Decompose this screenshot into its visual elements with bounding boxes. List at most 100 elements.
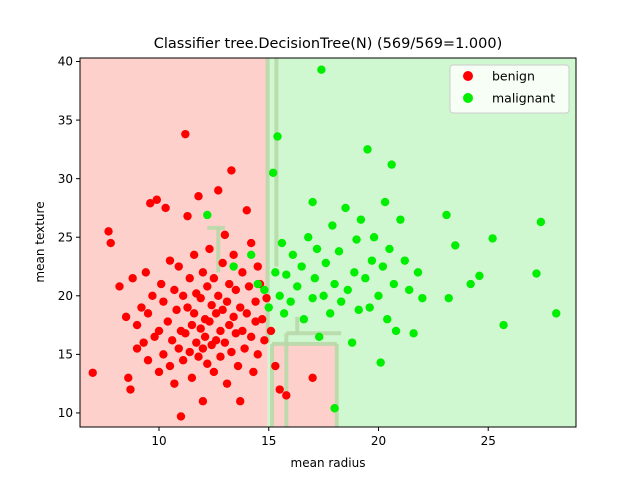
- malignant-point: [383, 315, 392, 324]
- benign-point: [189, 309, 199, 318]
- benign-point: [251, 317, 260, 326]
- benign-point: [233, 361, 243, 371]
- benign-point: [205, 317, 214, 326]
- benign-point: [172, 305, 181, 315]
- benign-point: [203, 282, 212, 291]
- malignant-point: [400, 256, 410, 265]
- x-tick-label: 20: [371, 434, 386, 448]
- legend-marker-malignant: [463, 93, 473, 103]
- benign-point: [253, 262, 262, 271]
- malignant-point: [442, 210, 451, 220]
- malignant-point: [352, 235, 361, 244]
- benign-point: [209, 367, 219, 377]
- benign-point: [128, 274, 137, 283]
- y-tick-label: 10: [58, 406, 73, 420]
- legend-label-benign: benign: [492, 69, 535, 84]
- malignant-point: [391, 326, 401, 336]
- x-axis-ticks: 10 15 20 25: [151, 427, 496, 448]
- benign-point: [170, 285, 179, 295]
- benign-point: [141, 268, 151, 277]
- malignant-point: [277, 238, 287, 248]
- benign-point: [150, 332, 159, 341]
- chart-title: Classifier tree.DecisionTree(N) (569/569…: [154, 36, 503, 52]
- malignant-point: [308, 293, 317, 303]
- benign-point: [249, 367, 258, 377]
- benign-point: [214, 186, 223, 195]
- malignant-point: [356, 215, 366, 224]
- malignant-point: [409, 329, 418, 338]
- benign-point: [198, 344, 208, 353]
- benign-point: [185, 274, 194, 283]
- malignant-point: [367, 256, 377, 265]
- benign-point: [159, 350, 168, 359]
- benign-point: [194, 192, 203, 201]
- benign-point: [154, 326, 164, 336]
- malignant-point: [389, 279, 399, 289]
- benign-point: [253, 350, 262, 359]
- malignant-point: [499, 320, 508, 330]
- legend-box: [449, 64, 570, 114]
- y-axis-ticks: 10 15 20 25 30 35 40: [58, 55, 80, 420]
- malignant-point: [264, 303, 273, 312]
- benign-point: [185, 347, 194, 357]
- benign-point: [165, 256, 175, 265]
- malignant-point: [328, 221, 337, 230]
- benign-point: [157, 279, 166, 289]
- benign-point: [240, 344, 249, 353]
- malignant-point: [374, 291, 383, 300]
- malignant-point: [363, 145, 372, 154]
- x-tick-label: 15: [261, 434, 276, 448]
- benign-pocket-region: [272, 343, 337, 427]
- malignant-point: [336, 297, 346, 306]
- benign-point: [214, 291, 223, 300]
- y-tick-label: 35: [58, 113, 73, 127]
- benign-point: [271, 361, 280, 371]
- legend: benign malignant: [449, 64, 570, 114]
- malignant-point: [334, 247, 344, 256]
- benign-point: [148, 291, 157, 300]
- benign-point: [251, 297, 260, 306]
- benign-point: [174, 344, 183, 353]
- malignant-point: [330, 404, 339, 413]
- malignant-point: [444, 293, 453, 303]
- malignant-point: [293, 282, 302, 291]
- benign-point: [282, 391, 291, 400]
- benign-point: [262, 293, 271, 303]
- y-tick-label: 30: [58, 172, 73, 186]
- malignant-point: [376, 358, 385, 367]
- benign-point: [178, 291, 188, 300]
- malignant-point: [350, 268, 359, 277]
- x-tick-label: 25: [481, 434, 496, 448]
- malignant-point: [319, 291, 328, 300]
- benign-point: [216, 326, 225, 336]
- benign-points: [88, 129, 317, 421]
- malignant-point: [260, 285, 269, 295]
- benign-point: [242, 206, 251, 215]
- malignant-point: [229, 262, 238, 271]
- benign-point: [275, 385, 284, 394]
- malignant-point: [203, 210, 212, 220]
- benign-point: [200, 332, 210, 341]
- benign-point: [132, 344, 142, 353]
- benign-point: [181, 129, 190, 139]
- benign-point: [257, 315, 267, 324]
- malignant-point: [387, 160, 396, 169]
- malignant-point: [288, 250, 298, 259]
- y-tick-label: 25: [58, 230, 73, 244]
- benign-point: [227, 166, 236, 175]
- malignant-point: [451, 241, 460, 250]
- benign-point: [143, 356, 153, 365]
- malignant-point: [308, 197, 317, 207]
- benign-point: [170, 379, 179, 388]
- benign-point: [218, 305, 227, 315]
- benign-point: [163, 317, 172, 326]
- malignant-point: [369, 233, 379, 242]
- benign-point: [121, 312, 131, 322]
- benign-point: [176, 412, 186, 421]
- malignant-point: [297, 262, 306, 271]
- benign-point: [246, 332, 256, 341]
- malignant-point: [405, 285, 414, 295]
- benign-point: [192, 338, 201, 347]
- benign-point: [229, 250, 238, 259]
